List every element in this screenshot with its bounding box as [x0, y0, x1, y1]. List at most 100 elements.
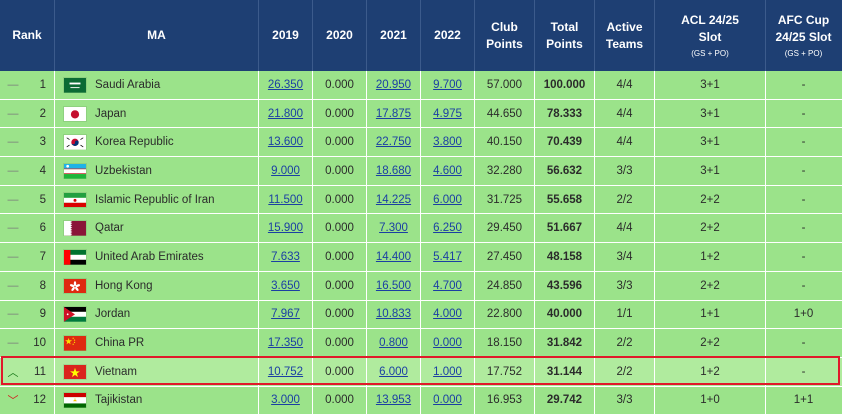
points-2019-value[interactable]: 7.967 [271, 308, 300, 321]
club-points: 57.000 [475, 71, 535, 99]
points-2022[interactable]: 0.000 [421, 329, 475, 357]
points-2021-value[interactable]: 10.833 [375, 308, 412, 321]
points-2019[interactable]: 3.000 [259, 386, 313, 415]
points-2019-value[interactable]: 3.650 [271, 279, 300, 292]
points-2022[interactable]: 5.417 [421, 243, 475, 271]
active-teams: 2/2 [595, 185, 655, 214]
points-2021[interactable]: 20.950 [367, 71, 421, 99]
points-2021-value[interactable]: 6.000 [379, 365, 408, 378]
points-2022[interactable]: 9.700 [421, 71, 475, 99]
points-2022-value[interactable]: 4.600 [433, 164, 462, 177]
points-2022-value[interactable]: 0.000 [433, 394, 462, 407]
points-2019-value[interactable]: 7.633 [271, 250, 300, 263]
ma-cell: Tajikistan [55, 386, 259, 415]
points-2022[interactable]: 4.975 [421, 99, 475, 128]
total-points-value: 31.842 [546, 337, 583, 350]
points-2022[interactable]: 6.000 [421, 185, 475, 214]
trend-same-icon: — [7, 308, 19, 321]
points-2021-value[interactable]: 18.680 [375, 164, 412, 177]
points-2020-value: 0.000 [325, 337, 354, 350]
club-points: 24.850 [475, 271, 535, 300]
afc-cup-slot-value: - [801, 136, 806, 149]
points-2019[interactable]: 21.800 [259, 99, 313, 128]
afc-cup-slot-value: - [801, 193, 806, 206]
total-points: 31.144 [535, 357, 595, 386]
points-2022-value[interactable]: 3.800 [433, 136, 462, 149]
points-2021[interactable]: 14.225 [367, 185, 421, 214]
points-2019-value[interactable]: 26.350 [267, 78, 304, 91]
points-2022-value[interactable]: 6.250 [433, 222, 462, 235]
points-2022[interactable]: 4.600 [421, 157, 475, 185]
rank-cell: —4 [0, 157, 55, 185]
table-row: —2 Japan 21.800 0.000 17.875 4.975 44.650 78.33… [0, 99, 842, 129]
points-2022-value[interactable]: 6.000 [433, 193, 462, 206]
points-2021[interactable]: 17.875 [367, 99, 421, 128]
points-2022-value[interactable]: 1.000 [433, 365, 462, 378]
points-2021[interactable]: 18.680 [367, 157, 421, 185]
points-2021[interactable]: 13.953 [367, 386, 421, 415]
active-teams-value: 4/4 [616, 107, 633, 120]
points-2021[interactable]: 10.833 [367, 300, 421, 329]
points-2019-value[interactable]: 3.000 [271, 394, 300, 407]
points-2019[interactable]: 26.350 [259, 71, 313, 99]
points-2021-value[interactable]: 17.875 [375, 107, 412, 120]
points-2019-value[interactable]: 9.000 [271, 164, 300, 177]
points-2019-value[interactable]: 17.350 [267, 337, 304, 350]
points-2022[interactable]: 3.800 [421, 128, 475, 157]
points-2021-value[interactable]: 16.500 [375, 279, 412, 292]
afc-cup-slot: - [766, 243, 841, 271]
points-2022[interactable]: 4.700 [421, 271, 475, 300]
afc-cup-slot-value: - [801, 279, 806, 292]
points-2022-value[interactable]: 5.417 [433, 250, 462, 263]
points-2021[interactable]: 22.750 [367, 128, 421, 157]
points-2019[interactable]: 3.650 [259, 271, 313, 300]
total-points-value: 56.632 [546, 164, 583, 177]
points-2020-value: 0.000 [325, 222, 354, 235]
points-2019-value[interactable]: 10.752 [267, 365, 304, 378]
total-points: 29.742 [535, 386, 595, 415]
points-2021-value[interactable]: 14.400 [375, 250, 412, 263]
points-2019[interactable]: 10.752 [259, 357, 313, 386]
points-2019-value[interactable]: 21.800 [267, 107, 304, 120]
points-2022-value[interactable]: 4.700 [433, 279, 462, 292]
points-2021[interactable]: 14.400 [367, 243, 421, 271]
points-2022-value[interactable]: 4.975 [433, 107, 462, 120]
hk-flag-icon [63, 277, 87, 294]
points-2021[interactable]: 6.000 [367, 357, 421, 386]
points-2022-value[interactable]: 9.700 [433, 78, 462, 91]
points-2019[interactable]: 13.600 [259, 128, 313, 157]
points-2020: 0.000 [313, 300, 367, 329]
points-2022[interactable]: 0.000 [421, 386, 475, 415]
points-2021-value[interactable]: 7.300 [379, 222, 408, 235]
points-2021[interactable]: 0.800 [367, 329, 421, 357]
points-2019[interactable]: 9.000 [259, 157, 313, 185]
points-2019[interactable]: 7.967 [259, 300, 313, 329]
afc-cup-slot: - [766, 214, 841, 242]
total-points: 31.842 [535, 329, 595, 357]
points-2019[interactable]: 7.633 [259, 243, 313, 271]
rank-number: 2 [39, 107, 46, 120]
points-2021-value[interactable]: 14.225 [375, 193, 412, 206]
points-2022-value[interactable]: 4.000 [433, 308, 462, 321]
points-2021-value[interactable]: 0.800 [379, 337, 408, 350]
points-2021[interactable]: 16.500 [367, 271, 421, 300]
points-2019-value[interactable]: 11.500 [268, 193, 303, 206]
points-2019[interactable]: 11.500 [259, 185, 313, 214]
points-2019-value[interactable]: 15.900 [267, 222, 304, 235]
points-2022[interactable]: 6.250 [421, 214, 475, 243]
points-2022-value[interactable]: 0.000 [433, 337, 462, 350]
total-points-value: 78.333 [546, 107, 583, 120]
ma-cell: Vietnam [55, 357, 259, 386]
points-2021-value[interactable]: 22.750 [375, 136, 412, 149]
header-rank: Rank [0, 0, 55, 71]
points-2019-value[interactable]: 13.600 [267, 136, 304, 149]
points-2022[interactable]: 1.000 [421, 357, 475, 386]
points-2022[interactable]: 4.000 [421, 300, 475, 329]
points-2019[interactable]: 17.350 [259, 329, 313, 357]
points-2021-value[interactable]: 20.950 [375, 78, 412, 91]
rank-cell: — 10 [0, 329, 55, 357]
rank-cell: —1 [0, 71, 55, 99]
points-2021[interactable]: 7.300 [367, 214, 421, 243]
points-2021-value[interactable]: 13.953 [375, 394, 412, 407]
points-2019[interactable]: 15.900 [259, 214, 313, 243]
